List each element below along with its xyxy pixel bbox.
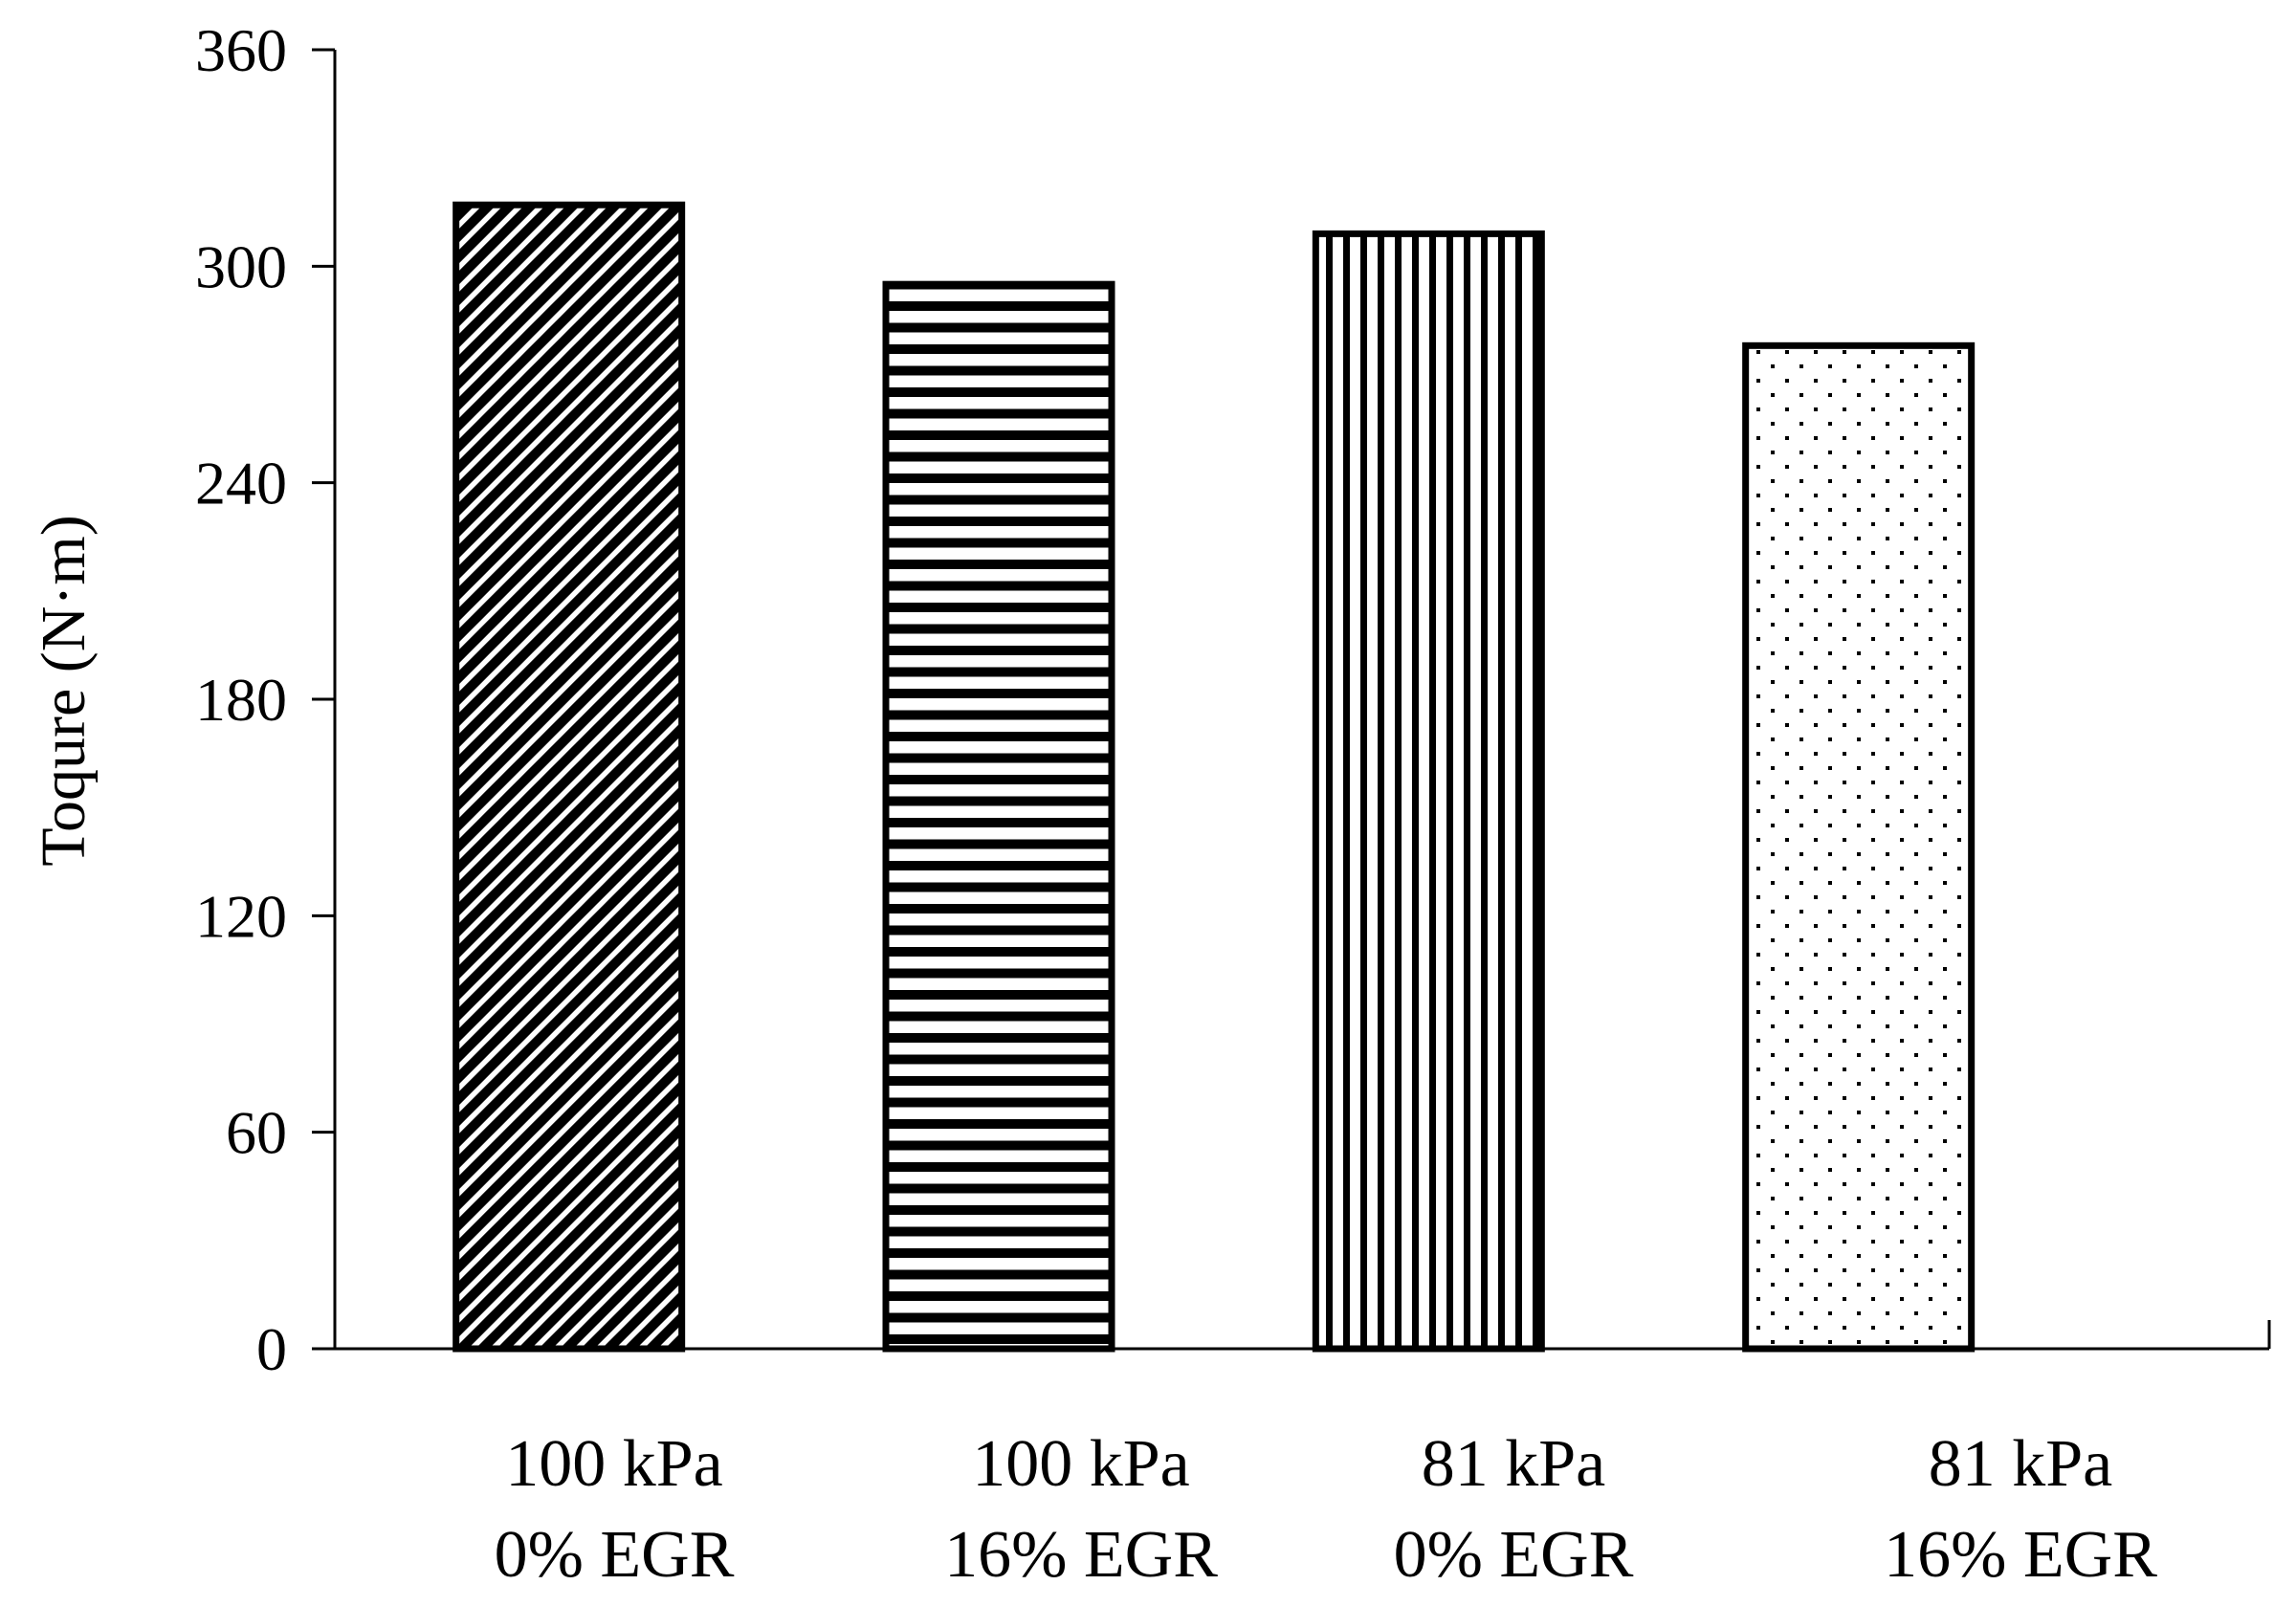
bar-4 (1742, 341, 1976, 1353)
category-label-line2: 16% EGR (1884, 1518, 2157, 1592)
category-label-line2: 0% EGR (1394, 1518, 1634, 1592)
bars (453, 201, 1976, 1353)
bar-2 (882, 280, 1115, 1353)
y-axis-title: Toqure (N·m) (29, 515, 99, 866)
y-tick-label: 120 (195, 882, 287, 950)
category-label-line2: 0% EGR (495, 1518, 735, 1592)
category-label-line1: 100 kPa (505, 1427, 723, 1501)
y-tick-label: 180 (195, 666, 287, 734)
y-tick-label: 60 (226, 1099, 287, 1167)
y-tick-label: 0 (256, 1315, 287, 1383)
bar-1 (453, 201, 686, 1353)
category-label-line1: 81 kPa (1929, 1427, 2113, 1501)
bar-3 (1312, 230, 1545, 1353)
category-label-line1: 100 kPa (972, 1427, 1190, 1501)
category-labels: 100 kPa 0% EGR 100 kPa 16% EGR 81 kPa 0% EGR 8… (495, 1427, 2158, 1592)
y-tick-label: 300 (195, 232, 287, 300)
category-label-line2: 16% EGR (944, 1518, 1218, 1592)
y-tick-label: 240 (195, 450, 287, 517)
y-tick-label: 360 (195, 16, 287, 84)
y-axis: 0 60 120 180 240 300 360 (195, 16, 337, 1383)
category-label-line1: 81 kPa (1422, 1427, 1606, 1501)
